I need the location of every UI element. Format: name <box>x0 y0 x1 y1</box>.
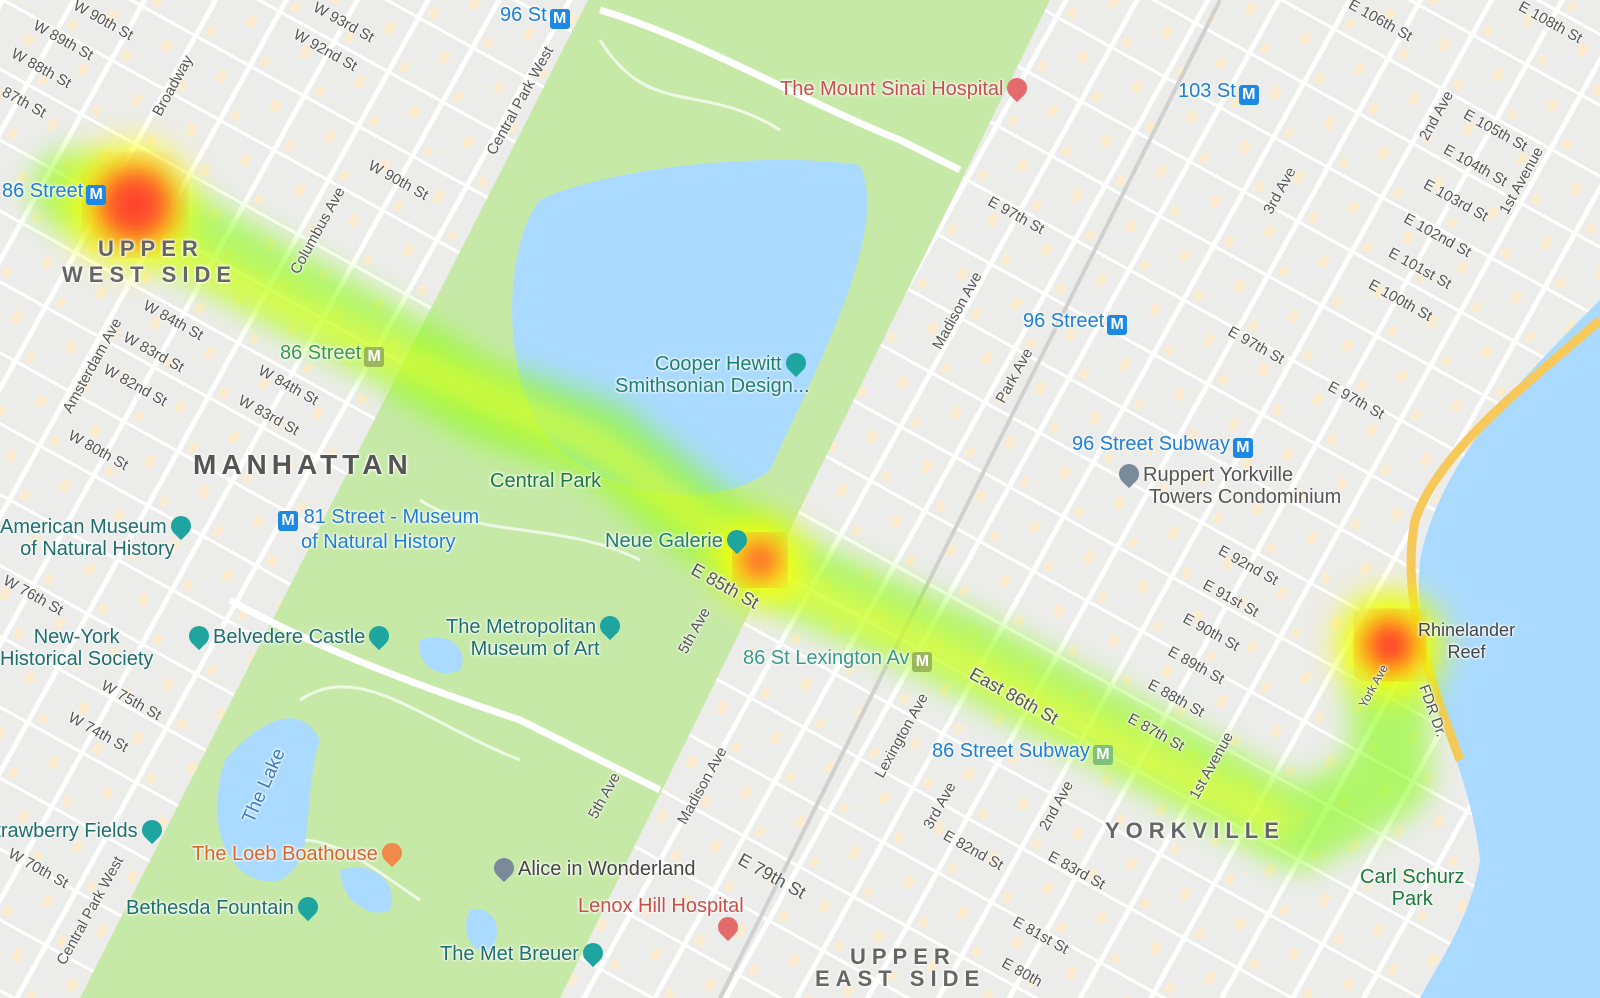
station-name: 86 Street <box>280 342 362 364</box>
neighborhood-label: WEST SIDE <box>62 262 238 287</box>
station-name: 86 Street Subway <box>932 740 1090 762</box>
station-name: 86 St Lexington Av <box>743 647 910 669</box>
transverse-road <box>228 596 662 794</box>
transverse-road <box>598 6 962 174</box>
poi-name: New-York <box>33 626 120 648</box>
station-name: 81 Street - Museum <box>303 506 480 528</box>
poi-neue-galerie[interactable]: Neue Galerie <box>605 525 751 555</box>
poi-name: Reef <box>1447 642 1486 662</box>
poi-name: The Met Breuer <box>440 943 579 965</box>
place-pin-icon <box>1114 459 1144 489</box>
poi-new-york-historical-society[interactable]: New-York Historical Society <box>0 626 153 670</box>
east-river <box>1418 300 1600 998</box>
neighborhood-label: YORKVILLE <box>1105 818 1285 843</box>
poi-carl-schurz-park[interactable]: Carl Schurz Park <box>1360 866 1464 910</box>
neighborhood-label: UPPER <box>850 944 956 969</box>
poi-name: Cooper Hewitt <box>654 353 782 375</box>
poi-rhinelander-reef[interactable]: Rhinelander Reef <box>1418 619 1515 663</box>
poi-name: Strawberry Fields <box>0 820 138 842</box>
metro-icon: M <box>1232 438 1253 458</box>
poi-name: Bethesda Fountain <box>126 897 294 919</box>
neighborhood-label: UPPER <box>98 236 204 261</box>
station-name: of Natural History <box>301 531 456 553</box>
fdr-drive <box>1406 316 1600 762</box>
station-name: 86 Street <box>2 180 84 202</box>
poi-met-breuer[interactable]: The Met Breuer <box>440 938 608 968</box>
poi-name: Historical Society <box>0 648 154 670</box>
poi-name: Museum of Art <box>470 638 600 660</box>
transit-station[interactable]: 86 Street M <box>280 342 385 367</box>
metro-icon: M <box>86 185 107 205</box>
metro-icon: M <box>549 9 570 29</box>
borough-label: MANHATTAN <box>193 449 413 480</box>
museum-icon <box>595 611 625 641</box>
hospital-icon <box>1003 73 1032 103</box>
park-icon <box>137 815 166 845</box>
poi-metropolitan-museum[interactable]: The Metropolitan Museum of Art <box>446 611 625 660</box>
metro-icon: M <box>364 347 385 367</box>
transit-station[interactable]: 86 Street M <box>2 180 107 205</box>
station-name: 103 St <box>1178 80 1236 102</box>
poi-name: Towers Condominium <box>1149 486 1342 508</box>
poi-name: Rhinelander <box>1418 620 1516 640</box>
station-name: 96 Street Subway <box>1072 433 1230 455</box>
museum-icon <box>166 511 195 541</box>
poi-belvedere-castle[interactable]: Belvedere Castle <box>184 621 394 651</box>
transit-station[interactable]: 103 St M <box>1178 80 1259 105</box>
small-pond <box>340 637 498 951</box>
poi-name: American Museum <box>0 516 167 538</box>
museum-icon <box>781 348 810 378</box>
poi-lenox-hill-hospital[interactable]: Lenox Hill Hospital <box>578 895 744 942</box>
poi-strawberry-fields[interactable]: Strawberry Fields <box>0 815 166 845</box>
poi-loeb-boathouse[interactable]: The Loeb Boathouse <box>192 838 406 868</box>
poi-alice-in-wonderland[interactable]: Alice in Wonderland <box>489 853 696 883</box>
poi-name: Smithsonian Design... <box>615 375 810 397</box>
transit-station[interactable]: M 81 Street - Museum of Natural History <box>275 506 479 553</box>
place-pin-icon <box>489 853 519 883</box>
poi-name: The Metropolitan <box>446 616 597 638</box>
metro-icon: M <box>912 652 933 672</box>
poi-name: of Natural History <box>20 538 175 560</box>
transit-station[interactable]: 86 Street Subway M <box>932 740 1113 765</box>
poi-ruppert-yorkville[interactable]: Ruppert Yorkville Towers Condominium <box>1114 459 1342 508</box>
poi-mount-sinai-hospital[interactable]: The Mount Sinai Hospital <box>780 73 1032 103</box>
poi-name: Belvedere Castle <box>213 626 366 648</box>
metro-icon: M <box>278 511 298 531</box>
station-name: 96 St <box>500 4 547 26</box>
poi-name: Park <box>1391 888 1433 910</box>
transit-station[interactable]: 96 Street M <box>1023 310 1128 335</box>
poi-name: Alice in Wonderland <box>518 858 696 880</box>
poi-cooper-hewitt[interactable]: Cooper Hewitt Smithsonian Design... <box>615 348 810 397</box>
landmark-icon <box>365 621 394 651</box>
central-park-paths <box>249 39 781 902</box>
transit-station[interactable]: 86 St Lexington Av M <box>743 647 933 672</box>
restaurant-icon <box>377 838 406 868</box>
poi-american-museum[interactable]: American Museum of Natural History <box>0 511 195 560</box>
museum-icon <box>184 621 214 651</box>
the-lake <box>217 718 320 882</box>
museum-icon <box>722 525 751 555</box>
transit-station[interactable]: 96 Street Subway M <box>1072 433 1253 458</box>
transit-station[interactable]: 96 St M <box>500 4 570 29</box>
museum-icon <box>578 938 608 968</box>
poi-name: Neue Galerie <box>605 530 723 552</box>
poi-bethesda-fountain[interactable]: Bethesda Fountain <box>126 892 323 922</box>
metro-icon: M <box>1238 85 1259 105</box>
metro-icon: M <box>1092 745 1113 765</box>
park-avenue-rail <box>718 0 1222 998</box>
neighborhood-label: EAST SIDE <box>815 966 986 991</box>
station-name: 96 Street <box>1023 310 1105 332</box>
fountain-icon <box>293 892 323 922</box>
poi-central-park[interactable]: Central Park <box>490 470 602 492</box>
poi-name: The Mount Sinai Hospital <box>780 78 1004 100</box>
poi-name: Lenox Hill Hospital <box>578 895 744 917</box>
poi-name: The Loeb Boathouse <box>192 843 378 865</box>
poi-name: Ruppert Yorkville <box>1143 464 1294 486</box>
metro-icon: M <box>1107 315 1128 335</box>
poi-name: Carl Schurz <box>1360 866 1465 888</box>
hospital-icon <box>713 912 743 942</box>
